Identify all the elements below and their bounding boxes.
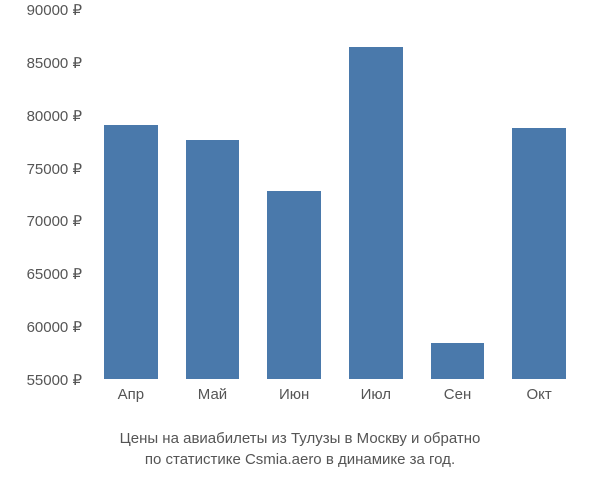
plot-area: [90, 10, 580, 380]
caption-line-1: Цены на авиабилеты из Тулузы в Москву и …: [120, 430, 481, 447]
y-tick-label: 85000 ₽: [27, 54, 82, 72]
y-tick-label: 60000 ₽: [27, 318, 82, 336]
bar: [512, 128, 566, 379]
y-axis: 55000 ₽60000 ₽65000 ₽70000 ₽75000 ₽80000…: [0, 10, 88, 380]
y-tick-label: 70000 ₽: [27, 212, 82, 230]
x-tick-label: Сен: [444, 386, 471, 403]
bar: [104, 125, 158, 379]
y-tick-label: 55000 ₽: [27, 371, 82, 389]
y-tick-label: 65000 ₽: [27, 265, 82, 283]
bar: [267, 191, 321, 379]
bar: [349, 47, 403, 379]
y-tick-label: 80000 ₽: [27, 107, 82, 125]
chart-caption: Цены на авиабилеты из Тулузы в Москву и …: [0, 428, 600, 470]
x-tick-label: Окт: [527, 386, 552, 403]
x-tick-label: Июл: [361, 386, 391, 403]
y-tick-label: 75000 ₽: [27, 160, 82, 178]
x-tick-label: Апр: [118, 386, 144, 403]
x-axis: Апр Май Июн Июл Сен Окт: [90, 386, 580, 418]
caption-line-2: по статистике Csmia.aero в динамике за г…: [145, 451, 455, 468]
price-bar-chart: 55000 ₽ 60000 ₽ 65000 ₽ 70000 ₽ 75000 ₽ 80000…: [0, 0, 600, 500]
x-tick-label: Июн: [279, 386, 309, 403]
bar: [431, 343, 485, 379]
y-tick-label: 90000 ₽: [27, 1, 82, 19]
bar: [186, 140, 240, 379]
x-tick-label: Май: [198, 386, 227, 403]
